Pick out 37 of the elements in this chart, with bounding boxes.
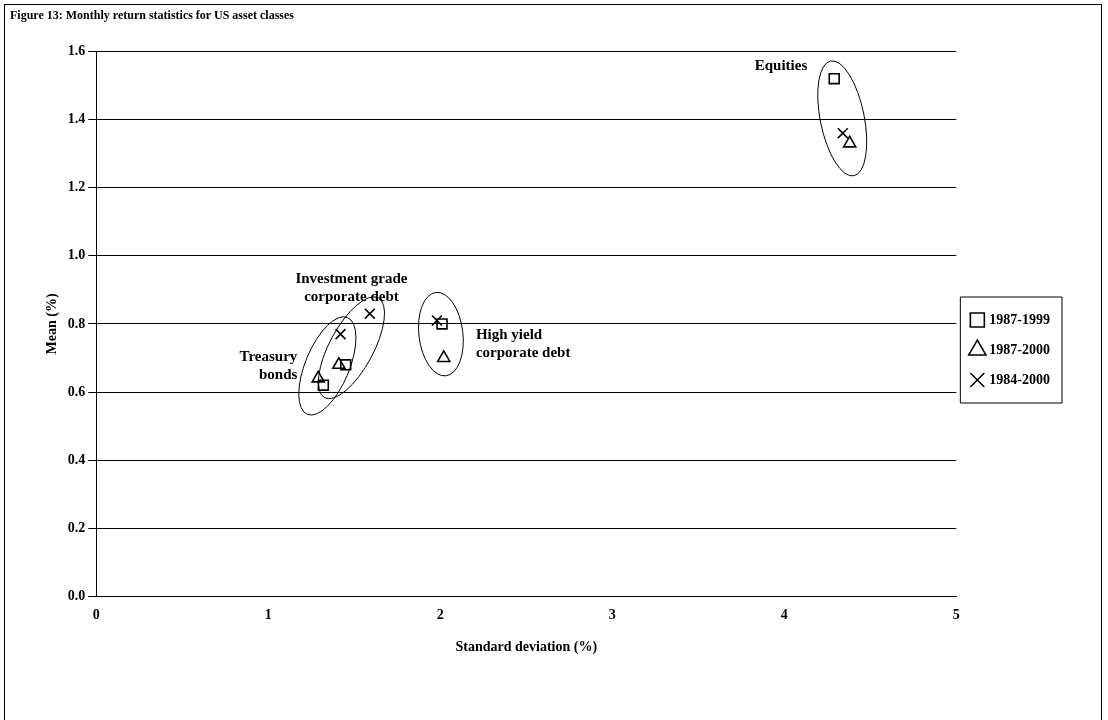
legend-label: 1987-2000 [989, 341, 1051, 357]
y-tick-label: 0.8 [67, 315, 86, 331]
annotation: Investment grade corporate debt [295, 269, 408, 304]
x-tick-label: 4 [780, 607, 788, 623]
y-tick-label: 1.6 [67, 43, 86, 59]
x-tick-label: 1 [264, 607, 272, 623]
point [331, 356, 346, 370]
annotation: Treasury bonds [239, 347, 298, 382]
chart-title: Figure 13: Monthly return statistics for US asset classes [10, 8, 294, 23]
y-tick-label: 0.0 [67, 588, 86, 604]
point [339, 359, 352, 371]
point [431, 314, 443, 327]
point [436, 350, 451, 363]
point [317, 379, 330, 391]
y-tick-label: 1.4 [67, 111, 86, 127]
y-tick-label: 1.2 [67, 179, 86, 195]
x-axis-title: Standard deviation (%) [455, 639, 598, 656]
point [837, 127, 849, 139]
y-tick-label: 0.6 [67, 383, 86, 399]
y-tick-label: 0.2 [67, 519, 86, 535]
point [311, 370, 326, 383]
annotation: Equities [754, 57, 808, 74]
point [334, 328, 347, 340]
point [436, 318, 448, 330]
x-tick-label: 3 [608, 607, 616, 623]
y-tick-label: 0.4 [67, 451, 86, 467]
x-tick-label: 5 [952, 607, 960, 623]
y-tick-label: 1.0 [67, 247, 86, 263]
y-axis-title: Mean (%) [44, 293, 61, 355]
point [828, 72, 840, 85]
x-tick-label: 0 [92, 607, 100, 623]
point [364, 307, 376, 320]
point [842, 135, 857, 148]
legend-label: 1987-1999 [989, 311, 1051, 327]
annotation: High yield corporate debt [475, 325, 571, 360]
legend-label: 1984-2000 [989, 371, 1051, 387]
x-tick-label: 2 [436, 607, 444, 623]
